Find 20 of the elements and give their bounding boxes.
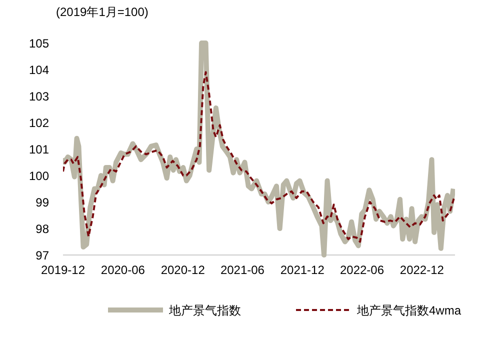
x-tick-label: 2020-12: [160, 263, 206, 277]
y-tick-label: 98: [36, 222, 50, 236]
x-tick-label: 2020-06: [100, 263, 146, 277]
y-tick-label: 102: [28, 116, 50, 130]
y-tick-label: 105: [28, 36, 50, 50]
line-series: [63, 71, 455, 243]
y-tick-label: 103: [28, 90, 50, 104]
x-tick-label: 2022-06: [340, 263, 384, 277]
legend-label: 地产景气指数4wma: [356, 304, 462, 318]
y-tick-label: 100: [28, 169, 50, 183]
x-tick-label: 2019-12: [40, 263, 86, 277]
x-tick-label: 2021-06: [220, 263, 265, 277]
y-tick-label: 97: [36, 248, 50, 262]
x-tick-label: 2021-12: [280, 263, 325, 277]
x-tick-label: 2022-12: [400, 263, 444, 277]
y-tick-label: 104: [28, 63, 50, 77]
chart-title: (2019年1月=100): [56, 5, 148, 19]
legend-label: 地产景气指数: [168, 304, 241, 318]
y-tick-label: 99: [36, 196, 50, 210]
y-tick-label: 101: [28, 142, 50, 156]
